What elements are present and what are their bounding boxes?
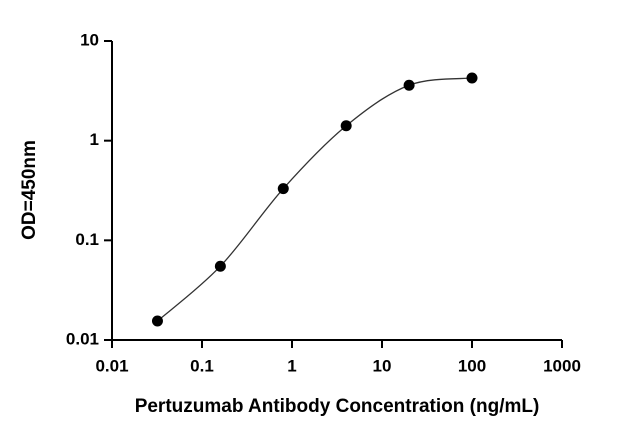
fit-curve [157,77,473,322]
x-tick-label: 1 [287,356,296,375]
x-tick-label: 10 [373,356,392,375]
x-tick-label: 100 [458,356,486,375]
x-tick-label: 1000 [543,356,581,375]
x-tick-label: 0.01 [95,356,128,375]
data-point [277,183,289,195]
data-point [340,120,352,132]
data-point [466,72,478,84]
data-point [403,79,415,91]
data-point [214,260,226,272]
y-tick-label: 0.1 [75,230,99,249]
y-axis-label: OD=450nm [19,140,40,240]
y-tick-label: 10 [80,30,99,49]
y-tick-label: 1 [90,130,99,149]
x-axis-label: Pertuzumab Antibody Concentration (ng/mL… [135,396,540,417]
y-tick-label: 0.01 [66,329,99,348]
data-point [151,315,163,327]
x-tick-label: 0.1 [190,356,214,375]
